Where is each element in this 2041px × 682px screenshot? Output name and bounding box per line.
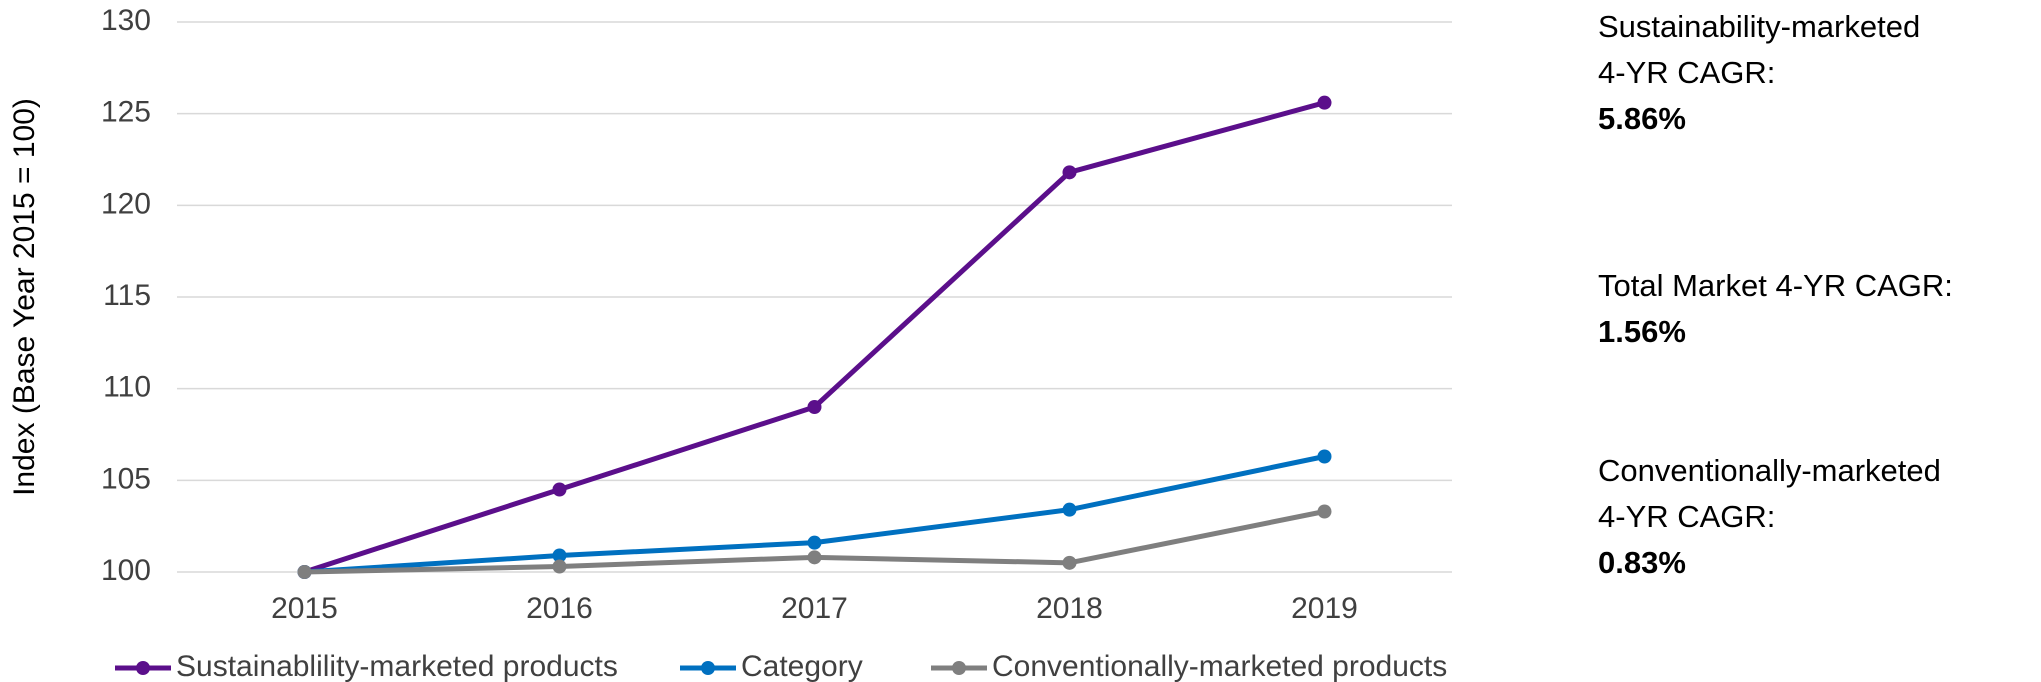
x-tick-label: 2018 bbox=[1036, 592, 1103, 625]
data-point bbox=[552, 482, 567, 497]
data-point bbox=[297, 565, 312, 579]
annotation-value: 5.86% bbox=[1598, 101, 1686, 136]
y-tick-label: 120 bbox=[101, 187, 151, 220]
data-point bbox=[1062, 165, 1077, 180]
annotation-value: 1.56% bbox=[1598, 314, 1686, 349]
data-point bbox=[1317, 449, 1332, 464]
y-axis-label: Index (Base Year 2015 = 100) bbox=[8, 98, 41, 496]
data-point bbox=[1317, 95, 1332, 110]
y-tick-label: 110 bbox=[103, 371, 151, 404]
annotation-text: Sustainability-marketed bbox=[1598, 9, 1920, 44]
annotation-text: 4-YR CAGR: bbox=[1598, 55, 1775, 90]
data-point bbox=[1062, 502, 1077, 517]
data-point bbox=[807, 400, 822, 414]
legend-marker bbox=[701, 661, 715, 675]
legend-label: Category bbox=[741, 650, 863, 682]
y-tick-label: 100 bbox=[101, 554, 151, 587]
data-point bbox=[807, 535, 822, 550]
data-point bbox=[807, 550, 822, 565]
x-tick-label: 2016 bbox=[526, 592, 593, 625]
annotation-text: Total Market 4-YR CAGR: bbox=[1598, 268, 1953, 303]
y-tick-label: 125 bbox=[101, 96, 151, 129]
x-tick-label: 2019 bbox=[1291, 592, 1358, 625]
legend-label: Conventionally-marketed products bbox=[992, 650, 1447, 682]
legend-marker bbox=[952, 661, 966, 675]
y-tick-label: 115 bbox=[103, 279, 151, 312]
x-tick-label: 2015 bbox=[271, 592, 338, 625]
data-point bbox=[552, 559, 567, 574]
legend-label: Sustainablility-marketed products bbox=[176, 650, 618, 682]
y-tick-label: 105 bbox=[101, 462, 151, 495]
annotation-text: 4-YR CAGR: bbox=[1598, 499, 1775, 534]
annotation-text: Conventionally-marketed bbox=[1598, 453, 1941, 488]
y-tick-label: 130 bbox=[101, 4, 151, 37]
series-line bbox=[303, 100, 1326, 575]
data-point bbox=[1317, 504, 1332, 519]
legend-marker bbox=[136, 661, 150, 675]
annotation-value: 0.83% bbox=[1598, 545, 1686, 580]
data-point bbox=[1062, 555, 1077, 570]
x-tick-label: 2017 bbox=[781, 592, 848, 625]
data-point bbox=[552, 548, 567, 563]
